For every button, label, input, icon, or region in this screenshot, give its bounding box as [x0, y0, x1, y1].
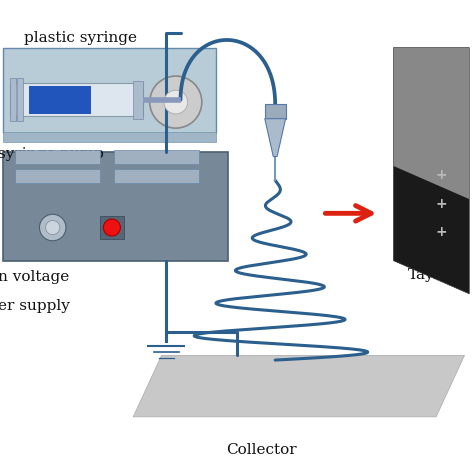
Bar	[3, 132, 216, 142]
Text: Taylor: Taylor	[408, 268, 456, 282]
Bar	[114, 150, 200, 164]
Bar	[15, 150, 100, 164]
Text: syringe pump: syringe pump	[0, 147, 104, 161]
Bar	[3, 48, 216, 133]
Bar	[265, 104, 286, 118]
Bar	[29, 85, 91, 114]
Bar	[10, 83, 143, 116]
Bar	[133, 81, 143, 118]
Text: Collector: Collector	[226, 443, 296, 457]
Bar	[15, 169, 100, 182]
Bar	[3, 152, 228, 261]
Circle shape	[150, 76, 202, 128]
Text: n voltage: n voltage	[0, 270, 70, 284]
Polygon shape	[393, 48, 469, 294]
Circle shape	[164, 90, 188, 114]
Circle shape	[39, 214, 66, 241]
Bar	[10, 78, 16, 121]
Polygon shape	[265, 118, 286, 156]
Text: plastic syringe: plastic syringe	[24, 31, 137, 45]
Text: +: +	[435, 197, 447, 211]
Circle shape	[46, 220, 60, 235]
Text: er supply: er supply	[0, 299, 70, 312]
Polygon shape	[133, 356, 465, 417]
Circle shape	[103, 219, 120, 236]
Text: +: +	[435, 168, 447, 182]
Bar	[100, 216, 124, 239]
Text: +: +	[435, 225, 447, 239]
Bar	[114, 169, 200, 182]
Bar	[17, 78, 23, 121]
Polygon shape	[393, 48, 469, 199]
